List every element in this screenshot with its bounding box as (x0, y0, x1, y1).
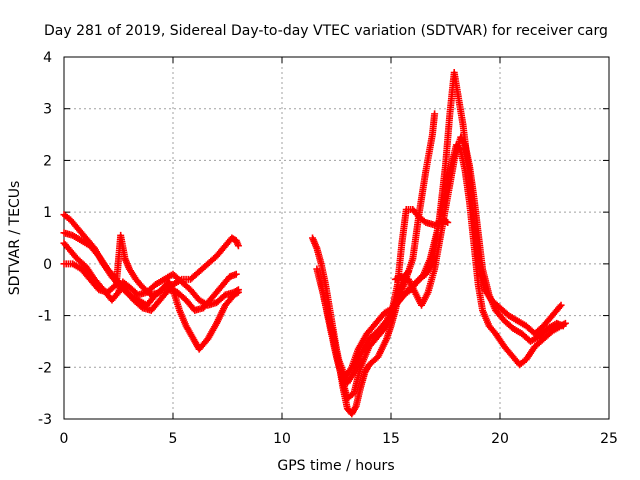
data-point (557, 301, 565, 309)
data-points (60, 69, 569, 418)
series-track-3 (60, 239, 242, 309)
x-axis-label: GPS time / hours (277, 458, 394, 474)
x-tick-label: 10 (273, 431, 291, 447)
y-tick-label: 4 (43, 50, 52, 66)
y-tick-label: 3 (43, 102, 52, 118)
data-point (233, 289, 241, 297)
x-tick-label: 5 (169, 431, 178, 447)
data-point (456, 145, 464, 153)
data-point (232, 270, 240, 278)
data-point (560, 320, 568, 328)
tick-labels: 0 5 10 15 20 25 -3 -2 -1 0 1 2 3 4 (38, 50, 618, 447)
plot-frame (63, 56, 610, 420)
y-tick-label: 0 (43, 257, 52, 273)
y-tick-label: 2 (43, 153, 52, 169)
data-point (431, 110, 439, 118)
grid (64, 57, 609, 419)
y-tick-label: -2 (38, 360, 52, 376)
y-axis-label: SDTVAR / TECUs (7, 181, 23, 296)
x-tick-label: 0 (60, 431, 69, 447)
x-tick-label: 25 (600, 431, 618, 447)
axis-ticks (63, 56, 610, 420)
data-point (234, 288, 242, 296)
data-point (556, 303, 564, 311)
y-tick-label: -1 (38, 309, 52, 325)
x-tick-label: 15 (382, 431, 400, 447)
series-track-10 (387, 141, 569, 369)
y-tick-label: -3 (38, 412, 52, 428)
x-tick-label: 20 (491, 431, 509, 447)
data-point (561, 319, 569, 327)
series-track-4 (60, 231, 242, 353)
data-point (234, 242, 242, 250)
y-tick-label: 1 (43, 205, 52, 221)
chart-title: Day 281 of 2019, Sidereal Day-to-day VTE… (44, 23, 608, 39)
